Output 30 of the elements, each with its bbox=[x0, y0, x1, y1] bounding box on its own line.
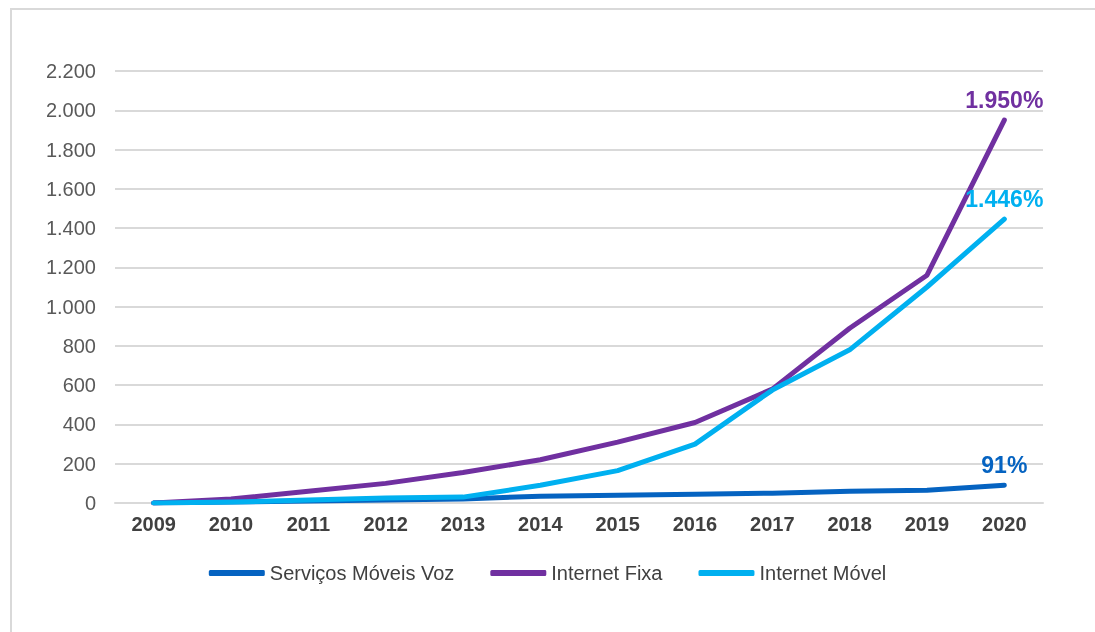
y-tick-label: 1.600 bbox=[45, 177, 96, 200]
x-tick-label: 2009 bbox=[131, 513, 176, 535]
y-tick-label: 800 bbox=[62, 334, 96, 357]
x-tick-label: 2016 bbox=[672, 513, 718, 535]
legend-label: Internet Fixa bbox=[551, 562, 664, 584]
y-tick-label: 1.400 bbox=[45, 217, 96, 240]
legend-label: Serviços Móveis Voz bbox=[269, 562, 455, 584]
legend-label: Internet Móvel bbox=[759, 562, 887, 584]
x-tick-label: 2019 bbox=[904, 513, 950, 535]
x-tick-label: 2015 bbox=[595, 513, 640, 535]
data-label: 1.446% bbox=[965, 185, 1044, 212]
y-tick-label: 400 bbox=[62, 413, 96, 436]
x-tick-label: 2018 bbox=[827, 513, 872, 535]
x-tick-label: 2013 bbox=[440, 513, 486, 535]
y-tick-label: 1.800 bbox=[45, 138, 96, 161]
y-tick-label: 0 bbox=[84, 492, 96, 514]
x-tick-label: 2012 bbox=[363, 513, 408, 535]
y-tick-label: 1.200 bbox=[45, 256, 96, 279]
y-tick-label: 1.000 bbox=[45, 295, 96, 318]
data-label: 91% bbox=[981, 451, 1028, 478]
y-tick-label: 2.200 bbox=[45, 60, 96, 82]
y-tick-label: 2.000 bbox=[45, 99, 96, 122]
x-tick-label: 2020 bbox=[982, 513, 1027, 535]
y-tick-label: 200 bbox=[62, 452, 96, 475]
x-tick-label: 2017 bbox=[750, 513, 795, 535]
data-label: 1.950% bbox=[965, 86, 1044, 113]
x-tick-label: 2014 bbox=[518, 513, 564, 535]
y-tick-label: 600 bbox=[62, 374, 96, 397]
x-tick-label: 2011 bbox=[286, 513, 331, 535]
x-tick-label: 2010 bbox=[208, 513, 254, 535]
